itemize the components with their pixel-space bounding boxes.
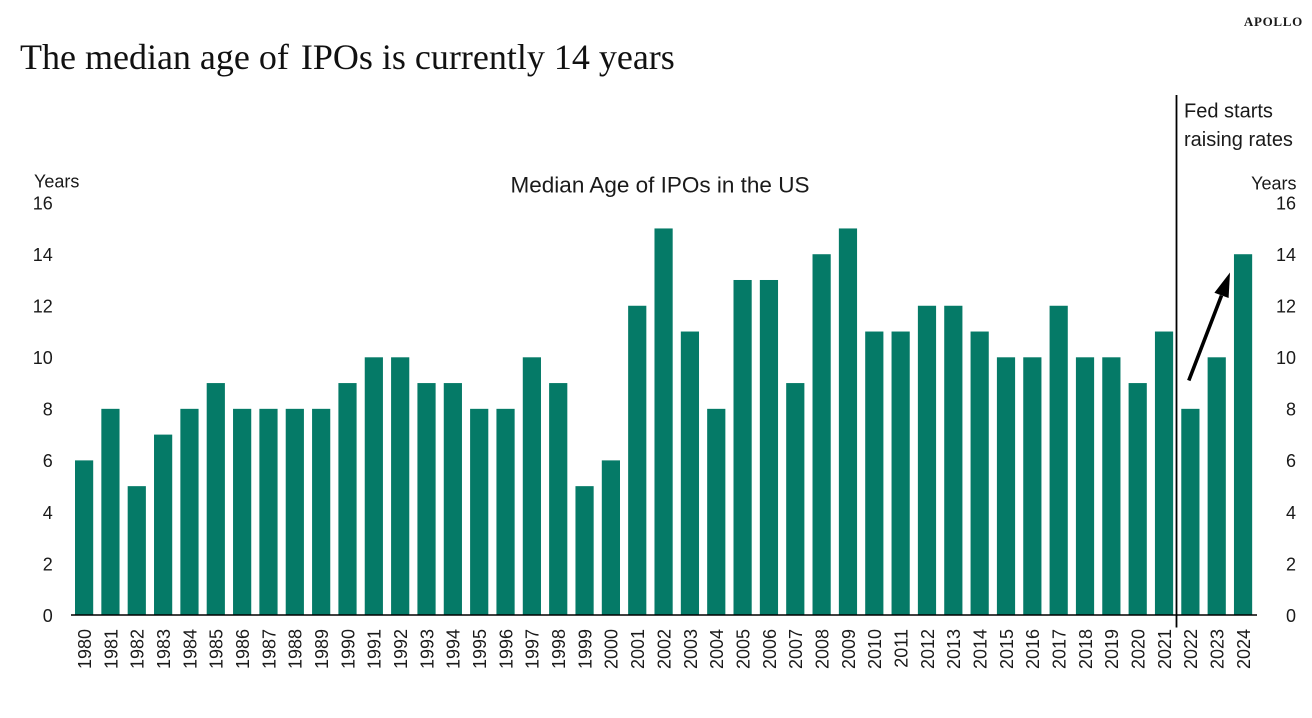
svg-text:1983: 1983	[154, 629, 174, 669]
svg-text:0: 0	[1286, 606, 1296, 626]
svg-text:raising rates: raising rates	[1184, 129, 1293, 151]
svg-text:1981: 1981	[101, 629, 121, 669]
svg-text:8: 8	[43, 400, 53, 420]
svg-text:2017: 2017	[1050, 629, 1070, 669]
svg-text:2004: 2004	[707, 629, 727, 669]
svg-text:2013: 2013	[944, 629, 964, 669]
svg-text:2008: 2008	[812, 629, 832, 669]
svg-text:2000: 2000	[602, 629, 622, 669]
svg-text:1989: 1989	[312, 629, 332, 669]
svg-text:2023: 2023	[1208, 629, 1228, 669]
svg-text:10: 10	[1276, 348, 1296, 368]
svg-text:2020: 2020	[1129, 629, 1149, 669]
svg-text:2006: 2006	[760, 629, 780, 669]
svg-text:2: 2	[43, 554, 53, 574]
svg-text:2007: 2007	[786, 629, 806, 669]
svg-text:Years: Years	[34, 172, 79, 192]
svg-text:1986: 1986	[233, 629, 253, 669]
svg-text:1985: 1985	[207, 629, 227, 669]
svg-text:1999: 1999	[575, 629, 595, 669]
svg-text:16: 16	[1276, 194, 1296, 214]
svg-text:Years: Years	[1251, 174, 1296, 194]
svg-text:1993: 1993	[417, 629, 437, 669]
svg-text:1996: 1996	[496, 629, 516, 669]
svg-text:2002: 2002	[654, 629, 674, 669]
svg-text:2010: 2010	[865, 629, 885, 669]
svg-text:2016: 2016	[1023, 629, 1043, 669]
svg-text:1997: 1997	[523, 629, 543, 669]
svg-text:1980: 1980	[75, 629, 95, 669]
svg-text:2003: 2003	[681, 629, 701, 669]
svg-text:12: 12	[1276, 297, 1296, 317]
svg-text:2018: 2018	[1076, 629, 1096, 669]
svg-text:2014: 2014	[971, 629, 991, 669]
svg-text:1988: 1988	[286, 629, 306, 669]
svg-text:14: 14	[33, 245, 53, 265]
svg-text:2001: 2001	[628, 629, 648, 669]
svg-text:2015: 2015	[997, 629, 1017, 669]
svg-text:12: 12	[33, 297, 53, 317]
svg-text:2005: 2005	[733, 629, 753, 669]
svg-text:14: 14	[1276, 245, 1296, 265]
svg-text:Median Age of IPOs in the US: Median Age of IPOs in the US	[511, 173, 810, 198]
svg-text:10: 10	[33, 348, 53, 368]
svg-text:1990: 1990	[338, 629, 358, 669]
svg-text:1984: 1984	[180, 629, 200, 669]
svg-text:6: 6	[43, 451, 53, 471]
svg-text:8: 8	[1286, 400, 1296, 420]
svg-text:1992: 1992	[391, 629, 411, 669]
svg-text:1991: 1991	[365, 629, 385, 669]
svg-text:4: 4	[1286, 503, 1296, 523]
svg-text:1995: 1995	[470, 629, 490, 669]
svg-text:1994: 1994	[444, 629, 464, 669]
svg-text:2012: 2012	[918, 629, 938, 669]
svg-text:1982: 1982	[128, 629, 148, 669]
svg-text:16: 16	[33, 194, 53, 214]
svg-text:2011: 2011	[891, 629, 911, 668]
svg-text:2022: 2022	[1181, 629, 1201, 669]
svg-text:2: 2	[1286, 554, 1296, 574]
svg-text:2009: 2009	[839, 629, 859, 669]
svg-text:4: 4	[43, 503, 53, 523]
svg-text:1998: 1998	[549, 629, 569, 669]
svg-text:0: 0	[43, 606, 53, 626]
svg-text:1987: 1987	[259, 629, 279, 669]
svg-text:2021: 2021	[1155, 629, 1175, 669]
svg-text:2024: 2024	[1234, 629, 1254, 669]
svg-text:6: 6	[1286, 451, 1296, 471]
svg-text:Fed starts: Fed starts	[1184, 101, 1273, 123]
svg-text:2019: 2019	[1102, 629, 1122, 669]
